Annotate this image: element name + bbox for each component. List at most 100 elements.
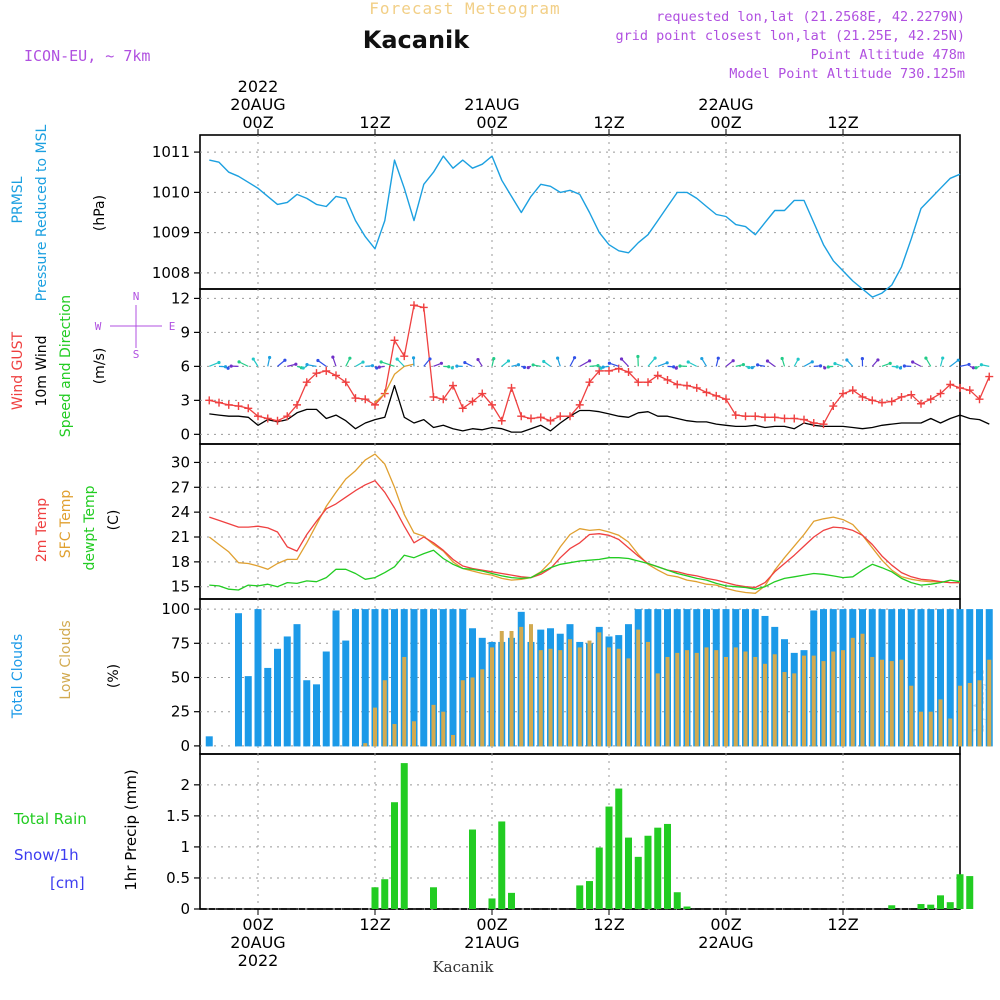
gust-marker [322, 366, 331, 375]
wind-arrow-head [542, 359, 546, 364]
y-tick-label: 21 [171, 528, 190, 546]
gust-marker [702, 388, 711, 397]
gust-marker [517, 412, 526, 421]
total-clouds-bar [244, 676, 252, 747]
gust-marker [683, 381, 691, 390]
low-clouds-bar [480, 669, 485, 747]
gust-marker [965, 386, 974, 395]
low-clouds-bar [577, 647, 582, 747]
bottom-time-label: 00Z [242, 915, 273, 934]
wind-arrow-head [428, 357, 432, 361]
low-clouds-bar [558, 650, 563, 747]
gust-marker [663, 375, 672, 384]
wind-arrow-head [971, 366, 976, 370]
wind-arrow-head [750, 366, 754, 370]
wind-arrow-head [941, 356, 945, 360]
y-tick-label: 0 [180, 425, 190, 443]
wind-arrow-head [833, 361, 837, 366]
low-clouds-bar [743, 651, 748, 747]
total-clouds-bar [313, 684, 320, 747]
gust-marker [283, 412, 292, 421]
y-tick-label: 2 [180, 776, 190, 794]
top-time-label: 00Z [710, 113, 741, 132]
total-clouds-bar [420, 609, 428, 747]
wind-arrow-head [876, 358, 880, 362]
precip-bar [966, 876, 974, 909]
wind-arrow-head [316, 358, 320, 363]
wind-arrow-head [531, 363, 535, 367]
wind-direction-arrow [569, 357, 576, 367]
gust-marker [907, 390, 916, 399]
wind-axis-labels: Wind GUST 10m Wind Speed and Direction (… [10, 290, 175, 437]
gust-marker [770, 413, 779, 422]
wind-arrow-head [439, 361, 443, 365]
wind-direction-arrow [332, 356, 337, 367]
precip-bar [615, 788, 623, 909]
gust-marker [946, 380, 955, 389]
gust-marker [936, 389, 945, 398]
requested-coords: requested lon,lat (21.2568E, 42.2279N) [656, 9, 965, 25]
gust-marker [858, 392, 867, 401]
gust-marker [985, 372, 994, 381]
wind-arrow-head [596, 364, 600, 368]
gust-marker [692, 383, 701, 392]
gust-marker [926, 395, 935, 404]
wind-arrow-head [348, 356, 352, 360]
y-tick-label: 3 [180, 391, 190, 409]
pressure-unit: (hPa) [92, 195, 108, 231]
wind-arrow-head [956, 358, 960, 362]
dewpt-line [209, 549, 961, 591]
gust-marker [800, 415, 808, 424]
low-clouds-bar [568, 639, 572, 747]
low-clouds-bar [860, 633, 865, 747]
precip-bar [469, 829, 476, 909]
page-title: Kacanik [363, 26, 471, 54]
low-clouds-bar [431, 704, 436, 747]
gust-marker [488, 400, 496, 409]
wind-arrow-head [251, 357, 255, 361]
total-clouds-bar [235, 613, 242, 747]
gust-marker [644, 378, 652, 387]
y-tick-label: 25 [171, 703, 190, 721]
low-clouds-bar [889, 661, 894, 747]
wind-arrow-head [845, 358, 849, 362]
compass-rose-icon: N S W E [95, 290, 176, 361]
low-clouds-bar [831, 651, 836, 747]
wind-direction-arrow [380, 361, 395, 367]
gust-marker [731, 411, 740, 420]
gust-marker [410, 301, 418, 310]
wind-arrow-head [895, 365, 899, 369]
wind-10m-label: 10m Wind [34, 335, 50, 406]
gust-marker [956, 383, 964, 392]
total-clouds-bar [439, 609, 447, 747]
compass-south: S [133, 348, 140, 361]
precip-bar [644, 835, 652, 909]
wind-arrow-head [731, 359, 735, 363]
y-tick-label: 1008 [152, 264, 190, 282]
gust-marker [254, 412, 262, 421]
top-time-label: 00Z [242, 113, 273, 132]
pressure-label-msl: Pressure Reduced to MSL [34, 124, 50, 301]
low-clouds-bar [646, 641, 650, 747]
bottom-time-label: 22AUG [698, 933, 753, 952]
low-clouds-bar [841, 650, 845, 747]
gust-marker [887, 397, 896, 406]
wind-arrow-head [492, 356, 496, 361]
gust-marker [673, 380, 682, 389]
total-clouds-label: Total Clouds [10, 634, 26, 719]
total-clouds-bar [907, 609, 915, 747]
gust-marker [741, 412, 750, 421]
top-time-label: 2022 [238, 77, 279, 96]
gust-marker [478, 389, 487, 398]
gust-marker [566, 412, 574, 421]
total-clouds-bar [927, 609, 935, 747]
bottom-time-label: 20AUG [230, 933, 285, 952]
t2m-line [209, 480, 960, 589]
y-tick-label: 18 [171, 553, 190, 571]
gust-marker [897, 392, 906, 401]
gust-marker [439, 395, 448, 404]
wind-arrow-head [636, 354, 640, 359]
total-clouds-bar [342, 640, 350, 747]
y-tick-label: 9 [180, 323, 190, 341]
wind-arrow-head [974, 366, 978, 370]
